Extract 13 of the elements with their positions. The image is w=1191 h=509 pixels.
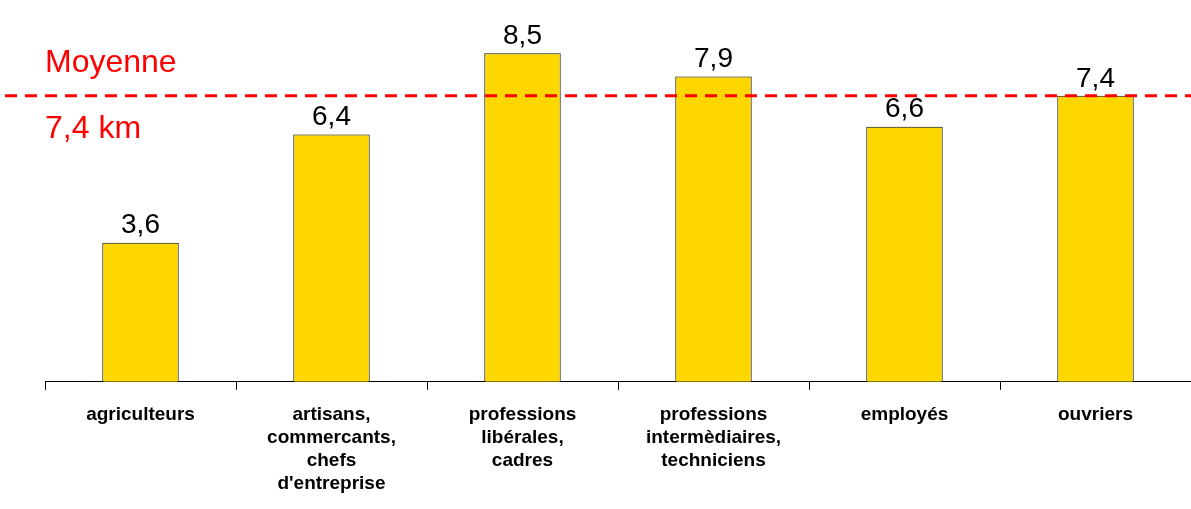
data-label: 6,6 [885,92,924,124]
x-tick-label: ouvriers [1058,403,1133,425]
data-label: 8,5 [503,19,542,51]
x-tick-label: professions libérales, cadres [468,403,577,471]
x-tick-label: employés [860,403,949,425]
data-label: 7,9 [694,42,733,74]
x-tick-label: artisans, commercants, chefs d'entreprise [267,403,396,493]
data-label: 7,4 [1076,61,1115,93]
data-label: 6,4 [312,100,351,132]
x-tick-label: agriculteurs [86,403,195,425]
data-label: 3,6 [121,208,160,240]
x-tick-label: professions intermèdiaires, techniciens [645,403,782,471]
ref-line-label: Moyenne 7,4 km [45,42,177,145]
